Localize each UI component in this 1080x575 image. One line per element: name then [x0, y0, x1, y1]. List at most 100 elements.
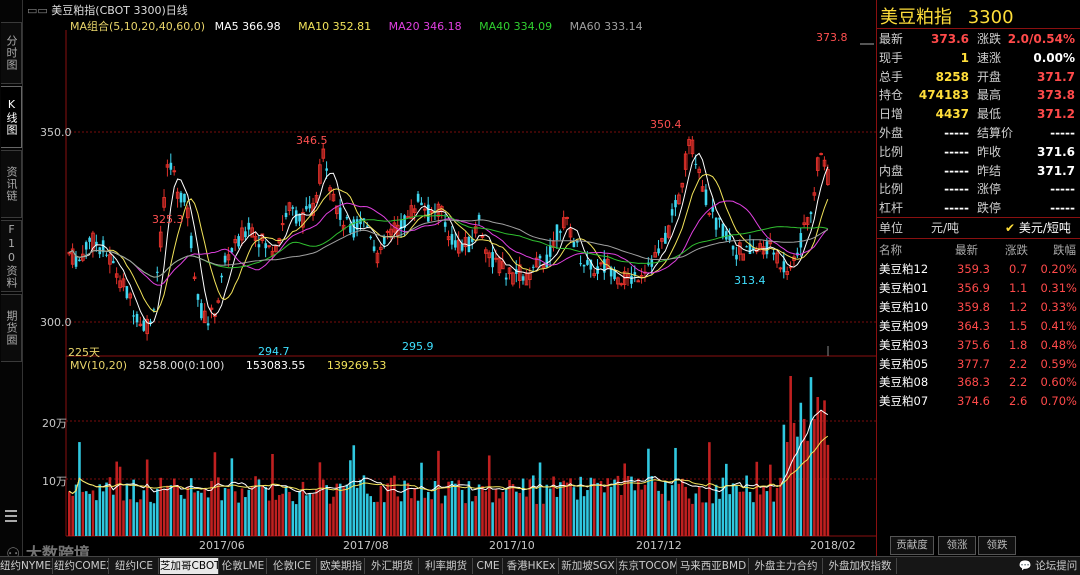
exchange-tab[interactable]: 纽约ICE — [110, 558, 159, 574]
volume-bar — [315, 489, 318, 536]
candle-body — [91, 232, 95, 250]
volume-bar — [745, 475, 748, 536]
tab-label: K线图 — [5, 98, 18, 136]
exchange-tab[interactable]: 香港HKEx — [504, 558, 559, 574]
field-label: 比例 — [879, 182, 904, 197]
volume-bar — [511, 484, 515, 536]
volume-bar — [535, 503, 538, 536]
forum-link[interactable]: 💬 论坛提问 — [1018, 560, 1078, 572]
candle-body — [165, 164, 170, 168]
exchange-tab[interactable]: 外汇期货 — [366, 558, 419, 574]
exchange-tab[interactable]: 芝加哥CBOT — [160, 558, 219, 574]
contract-last: 375.6 — [957, 337, 990, 352]
candle-body — [467, 236, 471, 253]
candle-body — [138, 323, 143, 326]
candle-body — [603, 259, 606, 273]
candle-body — [761, 246, 766, 255]
ma60-line — [68, 219, 829, 278]
volume-bar — [741, 491, 745, 536]
contract-change-pct: 0.31% — [1040, 280, 1077, 295]
candle-body — [775, 252, 779, 264]
candle-body — [805, 217, 810, 225]
candle-body — [230, 248, 234, 253]
candle-body — [274, 245, 278, 252]
volume-bar — [623, 463, 626, 536]
candle-body — [718, 217, 721, 220]
exchange-tab[interactable]: 纽约NYMEX — [0, 558, 53, 574]
volume-bar — [189, 478, 193, 536]
tab-futures-circle[interactable]: 期货圈 — [1, 294, 22, 362]
volume-bar — [684, 486, 687, 536]
volume-bar — [714, 484, 718, 536]
volume-bar — [725, 463, 728, 536]
tab-kline-chart[interactable]: K线图 — [1, 86, 22, 148]
kline-chart[interactable] — [22, 0, 876, 556]
ma-group-label: MA组合(5,10,20,40,60,0) — [70, 20, 206, 33]
candle-body — [244, 231, 247, 238]
field-label: 速涨 — [977, 50, 1002, 65]
contract-last: 359.8 — [957, 299, 990, 314]
candle-body — [179, 192, 183, 203]
candle-body — [298, 213, 301, 222]
menu-icon[interactable] — [5, 510, 17, 522]
contract-row[interactable]: 美豆粕01 356.9 1.1 0.31% — [877, 279, 1080, 298]
peak-annotation: 325.3 — [152, 213, 184, 226]
contract-row[interactable]: 美豆粕07 374.6 2.6 0.70% — [877, 392, 1080, 411]
contract-row[interactable]: 美豆粕03 375.6 1.8 0.48% — [877, 336, 1080, 355]
volume-bar — [142, 490, 146, 536]
exchange-tab[interactable]: 欧美期指 — [318, 558, 365, 574]
exchange-tab[interactable]: 伦敦LME — [220, 558, 267, 574]
exchange-tab[interactable]: 外盘主力合约 — [750, 558, 823, 574]
exchange-tab[interactable]: CME — [474, 558, 503, 574]
volume-bar — [159, 477, 163, 536]
volume-bar — [491, 502, 494, 536]
contract-row[interactable]: 美豆粕05 377.7 2.2 0.59% — [877, 355, 1080, 374]
unit-option-usd[interactable]: ✔ 美元/短吨 — [1005, 219, 1071, 236]
candle-body — [314, 194, 319, 203]
candle-body — [446, 236, 451, 241]
contract-row[interactable]: 美豆粕12 359.3 0.7 0.20% — [877, 260, 1080, 279]
volume-bar — [220, 500, 223, 536]
contract-row[interactable]: 美豆粕09 364.3 1.5 0.41% — [877, 317, 1080, 336]
candle-body — [454, 240, 457, 248]
candle-body — [704, 189, 708, 205]
candle-body — [264, 243, 268, 249]
contract-row[interactable]: 美豆粕10 359.8 1.2 0.33% — [877, 298, 1080, 317]
exchange-tab[interactable]: 伦敦ICE — [268, 558, 317, 574]
tab-top-gainers[interactable]: 领涨 — [938, 536, 976, 555]
volume-bar — [440, 503, 444, 536]
unit-option-rmb[interactable]: 元/吨 — [931, 221, 960, 235]
exchange-tab[interactable]: 纽约COMEX — [54, 558, 109, 574]
tab-top-losers[interactable]: 领跌 — [978, 536, 1016, 555]
exchange-tab[interactable]: 外盘加权指数 — [824, 558, 897, 574]
volume-bar — [95, 500, 98, 536]
tab-tick-chart[interactable]: 分时图 — [1, 22, 22, 84]
tab-contribution[interactable]: 贡献度 — [890, 536, 934, 555]
exchange-tab[interactable]: 东京TOCOM — [618, 558, 677, 574]
contract-change-pct: 0.60% — [1040, 375, 1077, 390]
candle-body — [782, 261, 786, 273]
volume-bar — [613, 479, 616, 536]
volume-bar — [450, 480, 454, 536]
exchange-tab[interactable]: 利率期货 — [420, 558, 473, 574]
volume-bar — [145, 459, 149, 536]
exchange-tab[interactable]: 新加坡SGX — [560, 558, 617, 574]
candle-body — [504, 277, 508, 280]
candle-body — [240, 227, 244, 241]
field-value: ----- — [1050, 201, 1075, 216]
quote-field: 现手 1 — [879, 49, 975, 68]
exchange-tab[interactable]: 马来西亚BMD — [678, 558, 749, 574]
volume-ma-lines — [68, 409, 829, 495]
volume-bar — [481, 486, 484, 536]
candle-body — [738, 242, 742, 255]
contract-row[interactable]: 美豆粕08 368.3 2.2 0.60% — [877, 373, 1080, 392]
volume-bar — [721, 477, 725, 536]
tab-f10[interactable]: F10资料 — [1, 220, 22, 292]
candle-body — [149, 321, 152, 323]
volume-bar — [738, 491, 742, 536]
volume-bar — [515, 491, 518, 536]
field-value: 373.8 — [1037, 88, 1075, 103]
field-label: 比例 — [879, 144, 904, 159]
tab-news[interactable]: 资讯链 — [1, 150, 22, 218]
volume-bar — [193, 492, 196, 536]
